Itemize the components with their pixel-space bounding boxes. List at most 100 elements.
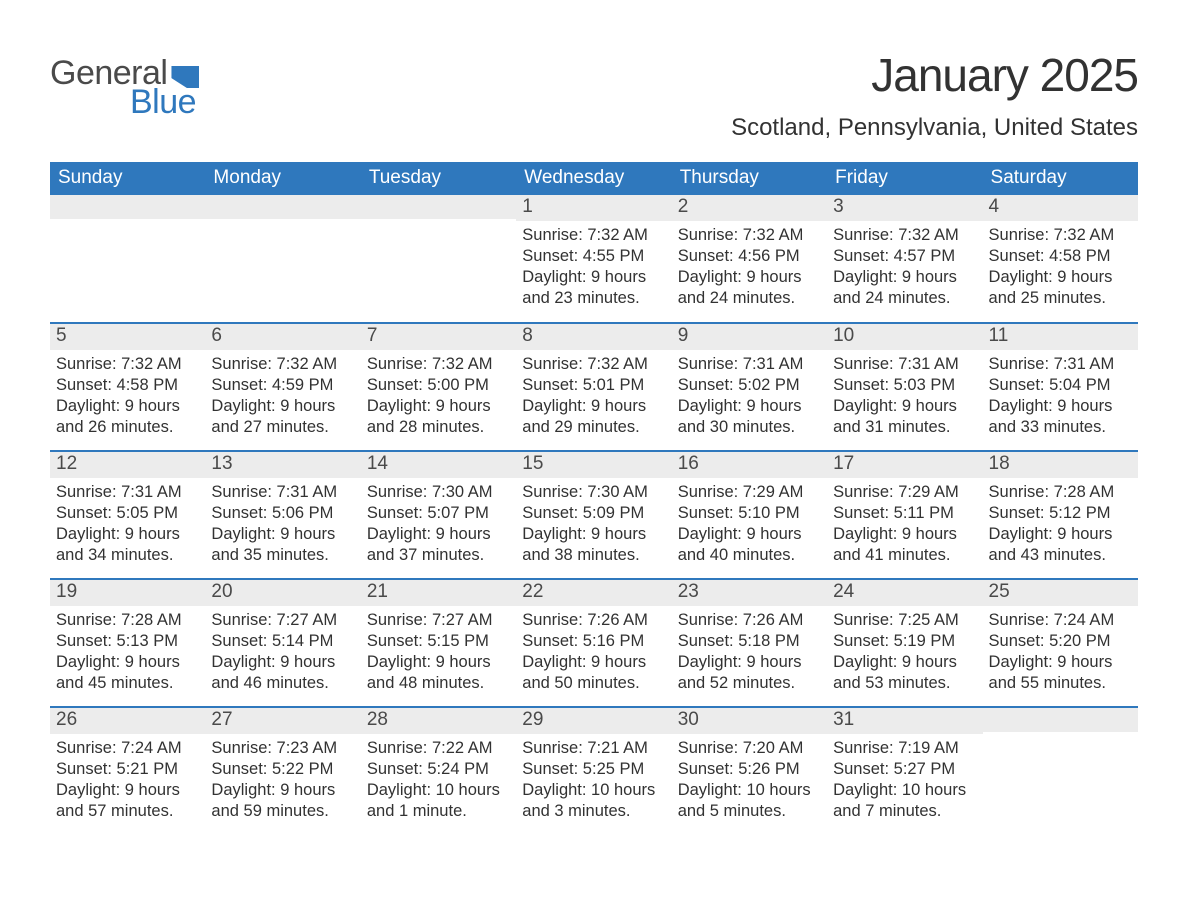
day-number [50, 195, 205, 219]
sunrise-text: Sunrise: 7:32 AM [211, 354, 354, 375]
sunrise-text: Sunrise: 7:31 AM [678, 354, 821, 375]
sunset-text: Sunset: 4:56 PM [678, 246, 821, 267]
sunset-text: Sunset: 5:22 PM [211, 759, 354, 780]
calendar-cell: 29Sunrise: 7:21 AMSunset: 5:25 PMDayligh… [516, 707, 671, 835]
sunset-text: Sunset: 5:04 PM [989, 375, 1132, 396]
daylight-text2: and 30 minutes. [678, 417, 821, 438]
sunset-text: Sunset: 5:19 PM [833, 631, 976, 652]
daylight-text: Daylight: 9 hours [522, 652, 665, 673]
day-body: Sunrise: 7:30 AMSunset: 5:09 PMDaylight:… [516, 478, 671, 566]
day-body: Sunrise: 7:28 AMSunset: 5:13 PMDaylight:… [50, 606, 205, 694]
daylight-text: Daylight: 9 hours [833, 524, 976, 545]
sunrise-text: Sunrise: 7:29 AM [678, 482, 821, 503]
sunset-text: Sunset: 4:58 PM [989, 246, 1132, 267]
sunrise-text: Sunrise: 7:26 AM [678, 610, 821, 631]
daylight-text2: and 3 minutes. [522, 801, 665, 822]
day-number [205, 195, 360, 219]
sunset-text: Sunset: 5:15 PM [367, 631, 510, 652]
day-number: 14 [361, 452, 516, 478]
sunset-text: Sunset: 5:02 PM [678, 375, 821, 396]
daylight-text: Daylight: 9 hours [56, 396, 199, 417]
daylight-text2: and 24 minutes. [833, 288, 976, 309]
daylight-text: Daylight: 9 hours [211, 524, 354, 545]
daylight-text2: and 28 minutes. [367, 417, 510, 438]
day-number: 22 [516, 580, 671, 606]
calendar-body: 1Sunrise: 7:32 AMSunset: 4:55 PMDaylight… [50, 195, 1138, 835]
day-number: 25 [983, 580, 1138, 606]
day-body: Sunrise: 7:23 AMSunset: 5:22 PMDaylight:… [205, 734, 360, 822]
day-number: 6 [205, 324, 360, 350]
daylight-text: Daylight: 9 hours [56, 524, 199, 545]
calendar-cell: 2Sunrise: 7:32 AMSunset: 4:56 PMDaylight… [672, 195, 827, 323]
daylight-text2: and 27 minutes. [211, 417, 354, 438]
daylight-text: Daylight: 9 hours [522, 524, 665, 545]
sunset-text: Sunset: 5:24 PM [367, 759, 510, 780]
daylight-text2: and 29 minutes. [522, 417, 665, 438]
calendar-cell: 4Sunrise: 7:32 AMSunset: 4:58 PMDaylight… [983, 195, 1138, 323]
day-number: 7 [361, 324, 516, 350]
sunrise-text: Sunrise: 7:20 AM [678, 738, 821, 759]
calendar-cell: 6Sunrise: 7:32 AMSunset: 4:59 PMDaylight… [205, 323, 360, 451]
daylight-text2: and 57 minutes. [56, 801, 199, 822]
daylight-text2: and 35 minutes. [211, 545, 354, 566]
sunrise-text: Sunrise: 7:32 AM [522, 225, 665, 246]
daylight-text2: and 45 minutes. [56, 673, 199, 694]
day-body: Sunrise: 7:32 AMSunset: 5:00 PMDaylight:… [361, 350, 516, 438]
calendar-cell: 24Sunrise: 7:25 AMSunset: 5:19 PMDayligh… [827, 579, 982, 707]
daylight-text2: and 55 minutes. [989, 673, 1132, 694]
daylight-text2: and 26 minutes. [56, 417, 199, 438]
daylight-text2: and 40 minutes. [678, 545, 821, 566]
calendar-cell: 15Sunrise: 7:30 AMSunset: 5:09 PMDayligh… [516, 451, 671, 579]
day-number: 20 [205, 580, 360, 606]
sunset-text: Sunset: 5:13 PM [56, 631, 199, 652]
day-body: Sunrise: 7:22 AMSunset: 5:24 PMDaylight:… [361, 734, 516, 822]
daylight-text: Daylight: 9 hours [211, 780, 354, 801]
calendar-cell [50, 195, 205, 323]
daylight-text2: and 31 minutes. [833, 417, 976, 438]
calendar-cell: 11Sunrise: 7:31 AMSunset: 5:04 PMDayligh… [983, 323, 1138, 451]
daylight-text2: and 53 minutes. [833, 673, 976, 694]
daylight-text: Daylight: 9 hours [56, 780, 199, 801]
calendar-cell: 27Sunrise: 7:23 AMSunset: 5:22 PMDayligh… [205, 707, 360, 835]
day-number: 5 [50, 324, 205, 350]
sunrise-text: Sunrise: 7:32 AM [56, 354, 199, 375]
day-number: 16 [672, 452, 827, 478]
calendar-cell: 5Sunrise: 7:32 AMSunset: 4:58 PMDaylight… [50, 323, 205, 451]
calendar-row: 26Sunrise: 7:24 AMSunset: 5:21 PMDayligh… [50, 707, 1138, 835]
day-body: Sunrise: 7:31 AMSunset: 5:03 PMDaylight:… [827, 350, 982, 438]
calendar-row: 1Sunrise: 7:32 AMSunset: 4:55 PMDaylight… [50, 195, 1138, 323]
day-body: Sunrise: 7:31 AMSunset: 5:04 PMDaylight:… [983, 350, 1138, 438]
day-body: Sunrise: 7:30 AMSunset: 5:07 PMDaylight:… [361, 478, 516, 566]
sunrise-text: Sunrise: 7:32 AM [678, 225, 821, 246]
day-body: Sunrise: 7:26 AMSunset: 5:16 PMDaylight:… [516, 606, 671, 694]
sunset-text: Sunset: 4:57 PM [833, 246, 976, 267]
day-body: Sunrise: 7:31 AMSunset: 5:02 PMDaylight:… [672, 350, 827, 438]
day-body: Sunrise: 7:25 AMSunset: 5:19 PMDaylight:… [827, 606, 982, 694]
calendar-cell: 31Sunrise: 7:19 AMSunset: 5:27 PMDayligh… [827, 707, 982, 835]
col-wednesday: Wednesday [516, 162, 671, 195]
day-number: 23 [672, 580, 827, 606]
calendar-cell [983, 707, 1138, 835]
sunrise-text: Sunrise: 7:21 AM [522, 738, 665, 759]
sunrise-text: Sunrise: 7:31 AM [211, 482, 354, 503]
daylight-text2: and 23 minutes. [522, 288, 665, 309]
day-body: Sunrise: 7:32 AMSunset: 4:58 PMDaylight:… [50, 350, 205, 438]
month-title: January 2025 [731, 48, 1138, 102]
calendar-cell: 22Sunrise: 7:26 AMSunset: 5:16 PMDayligh… [516, 579, 671, 707]
calendar-cell: 17Sunrise: 7:29 AMSunset: 5:11 PMDayligh… [827, 451, 982, 579]
calendar-cell: 20Sunrise: 7:27 AMSunset: 5:14 PMDayligh… [205, 579, 360, 707]
day-header-row: Sunday Monday Tuesday Wednesday Thursday… [50, 162, 1138, 195]
sunrise-text: Sunrise: 7:32 AM [989, 225, 1132, 246]
day-body: Sunrise: 7:29 AMSunset: 5:11 PMDaylight:… [827, 478, 982, 566]
day-body: Sunrise: 7:32 AMSunset: 4:57 PMDaylight:… [827, 221, 982, 309]
day-body: Sunrise: 7:32 AMSunset: 5:01 PMDaylight:… [516, 350, 671, 438]
day-body: Sunrise: 7:28 AMSunset: 5:12 PMDaylight:… [983, 478, 1138, 566]
col-monday: Monday [205, 162, 360, 195]
sunrise-text: Sunrise: 7:24 AM [989, 610, 1132, 631]
daylight-text: Daylight: 9 hours [989, 652, 1132, 673]
calendar-cell [205, 195, 360, 323]
sunset-text: Sunset: 5:01 PM [522, 375, 665, 396]
daylight-text: Daylight: 9 hours [211, 652, 354, 673]
sunset-text: Sunset: 5:16 PM [522, 631, 665, 652]
calendar-cell: 19Sunrise: 7:28 AMSunset: 5:13 PMDayligh… [50, 579, 205, 707]
